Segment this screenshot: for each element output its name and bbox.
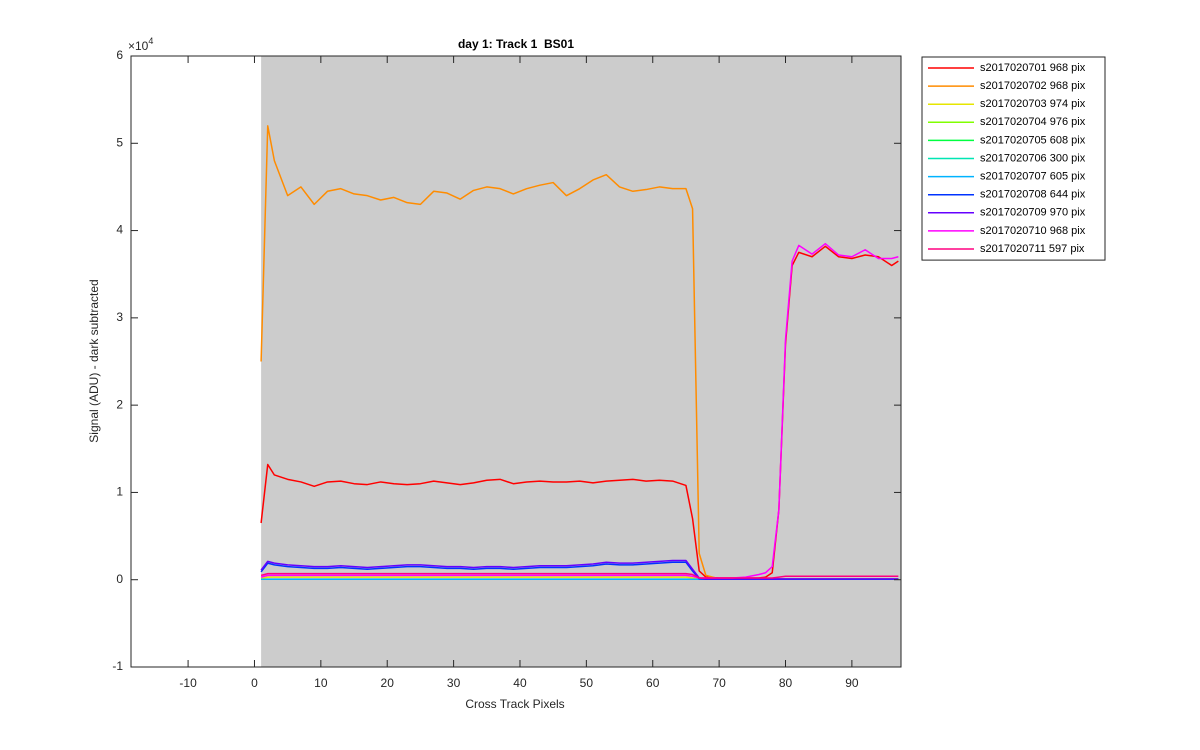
y-axis-label: Signal (ADU) - dark subtracted <box>87 279 101 442</box>
x-tick-label: 30 <box>447 676 461 690</box>
legend-label: s2017020707 605 pix <box>980 171 1086 183</box>
x-axis-label: Cross Track Pixels <box>465 697 564 711</box>
series-line <box>260 242 899 579</box>
y-tick-label: 4 <box>116 223 123 237</box>
x-tick-label: 60 <box>646 676 660 690</box>
legend-label: s2017020702 968 pix <box>980 80 1086 92</box>
series-line <box>260 559 899 580</box>
x-tick-label: 50 <box>580 676 594 690</box>
legend: s2017020701 968 pix s2017020702 968 pix s2… <box>921 56 1106 261</box>
legend-label: s2017020708 644 pix <box>980 189 1086 201</box>
y-tick-label: 5 <box>116 135 123 149</box>
y-tick-label: 6 <box>116 48 123 62</box>
multiplier-exponent: 4 <box>148 36 153 46</box>
legend-label: s2017020704 976 pix <box>980 116 1086 128</box>
x-tick-label: -10 <box>179 676 197 690</box>
y-tick-label: 2 <box>116 397 123 411</box>
x-tick-label: 70 <box>712 676 726 690</box>
legend-label: s2017020711 597 pix <box>980 243 1085 255</box>
legend-label: s2017020710 968 pix <box>980 225 1086 237</box>
legend-label: s2017020705 608 pix <box>980 134 1086 146</box>
legend-label: s2017020709 970 pix <box>980 207 1086 219</box>
x-tick-label: 40 <box>513 676 527 690</box>
y-tick-label: 3 <box>116 310 123 324</box>
x-tick-label: 0 <box>251 676 258 690</box>
legend-label: s2017020703 974 pix <box>980 98 1086 110</box>
legend-label: s2017020701 968 pix <box>980 62 1086 74</box>
x-tick-label: 80 <box>779 676 793 690</box>
y-tick-label: -1 <box>112 659 123 673</box>
y-tick-label: 0 <box>116 572 123 586</box>
multiplier-base: ×10 <box>128 39 149 53</box>
axes-box <box>130 55 902 668</box>
chart-title: day 1: Track 1 BS01 <box>458 37 574 51</box>
y-multiplier: ×104 <box>128 36 153 53</box>
x-tick-label: 90 <box>845 676 859 690</box>
series-line <box>260 572 899 579</box>
y-tick-label: 1 <box>116 485 123 499</box>
legend-label: s2017020706 300 pix <box>980 152 1086 164</box>
x-tick-label: 10 <box>314 676 328 690</box>
x-tick-label: 20 <box>381 676 395 690</box>
